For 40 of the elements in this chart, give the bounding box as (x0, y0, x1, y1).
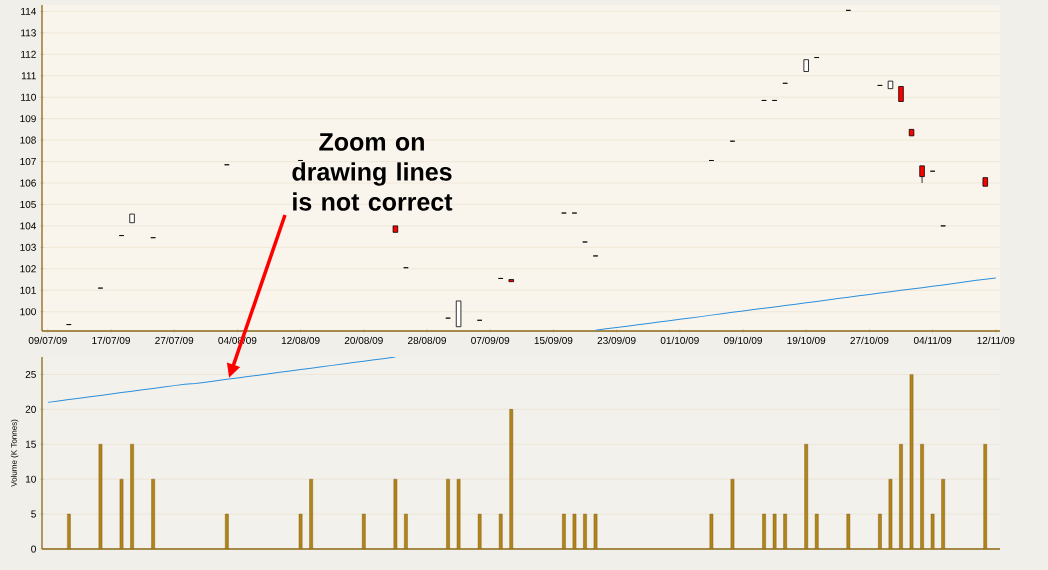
line-series (595, 277, 997, 331)
x-tick-label: 01/10/09 (660, 336, 699, 345)
x-tick-label: 28/08/09 (408, 336, 446, 345)
y-tick-label: 114 (21, 7, 37, 15)
y-tick-label: 20 (25, 405, 36, 413)
y-tick-label: 0 (31, 545, 36, 553)
line-series (47, 357, 396, 403)
y-tick-label: 113 (21, 29, 36, 37)
y-tick-label: 109 (20, 115, 36, 123)
y-tick-label: 102 (20, 265, 36, 273)
x-tick-label: 09/07/09 (28, 336, 67, 345)
x-tick-label: 19/10/09 (787, 336, 826, 345)
y-tick-label: 110 (21, 93, 36, 101)
x-tick-label: 04/11/09 (913, 336, 952, 345)
x-tick-label: 17/07/09 (92, 336, 130, 345)
x-tick-label: 15/09/09 (534, 336, 573, 345)
x-tick-label: 27/10/09 (850, 336, 889, 345)
y-tick-label: 106 (20, 179, 36, 187)
x-tick-label: 23/09/09 (597, 336, 636, 345)
y-tick-label: 105 (20, 200, 36, 208)
y-axis-title: Volume (K Tonnes) (10, 419, 19, 487)
y-tick-label: 25 (25, 370, 36, 378)
x-tick-label: 20/08/09 (344, 336, 383, 345)
x-tick-label: 07/09/09 (471, 336, 510, 345)
y-tick-label: 15 (25, 440, 36, 448)
y-tick-label: 101 (20, 286, 36, 294)
y-tick-label: 107 (20, 158, 36, 166)
x-tick-label: 09/10/09 (723, 336, 762, 345)
x-tick-label: 27/07/09 (155, 336, 194, 345)
x-tick-label: 12/08/09 (281, 336, 320, 345)
y-tick-label: 111 (21, 72, 36, 80)
y-tick-label: 5 (31, 510, 36, 518)
y-tick-label: 10 (25, 475, 36, 483)
y-tick-label: 100 (20, 308, 36, 316)
y-tick-label: 103 (20, 243, 36, 251)
y-tick-label: 108 (20, 136, 36, 144)
x-tick-label: 12/11/09 (977, 336, 1015, 345)
y-tick-label: 112 (21, 50, 36, 58)
y-tick-label: 104 (20, 222, 37, 230)
annotation: Zoom on drawing lines is not correct (292, 133, 453, 211)
